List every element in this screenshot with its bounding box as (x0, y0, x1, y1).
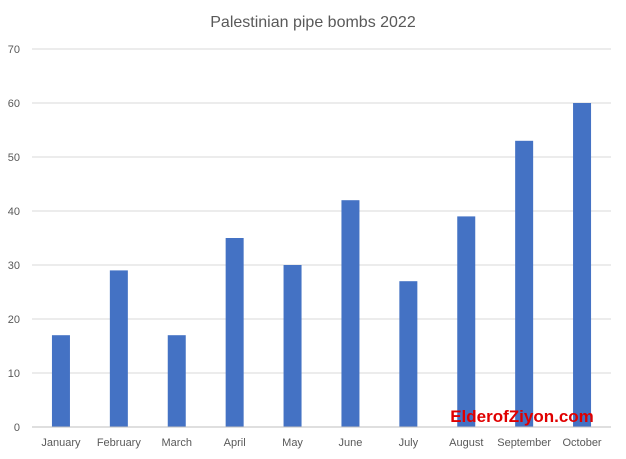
bar-august (457, 216, 476, 427)
y-tick-label: 70 (8, 44, 20, 56)
y-tick-label: 30 (8, 260, 20, 272)
bar-february (109, 270, 128, 427)
y-tick-label: 60 (8, 98, 20, 110)
bar-june (341, 200, 360, 427)
gridlines (32, 48, 611, 374)
bar-april (225, 238, 244, 427)
x-axis-ticks: January February March April May June July Augu… (41, 437, 602, 449)
bars (51, 103, 592, 428)
chart-title: Palestinian pipe bombs 2022 (210, 14, 416, 31)
bar-may (283, 265, 302, 427)
bar-january (51, 335, 70, 427)
x-tick-label: June (339, 437, 363, 449)
y-tick-label: 50 (8, 152, 20, 164)
watermark-text: ElderofZiyon.com (450, 407, 594, 426)
x-tick-label: January (41, 437, 81, 449)
y-tick-label: 20 (8, 314, 20, 326)
x-tick-label: October (562, 437, 601, 449)
x-tick-label: February (97, 437, 142, 449)
bar-march (167, 335, 186, 427)
y-axis-ticks: 0 10 20 30 40 50 60 70 (8, 44, 20, 434)
bar-october (573, 103, 592, 427)
bar-july (399, 281, 418, 427)
x-tick-label: July (399, 437, 419, 449)
y-tick-label: 40 (8, 206, 20, 218)
x-tick-label: April (224, 437, 246, 449)
x-tick-label: March (161, 437, 192, 449)
y-tick-label: 10 (8, 368, 20, 380)
y-tick-label: 0 (14, 422, 20, 434)
x-tick-label: May (282, 437, 303, 449)
x-tick-label: September (497, 437, 551, 449)
x-tick-label: August (449, 437, 483, 449)
bar-september (515, 140, 534, 428)
